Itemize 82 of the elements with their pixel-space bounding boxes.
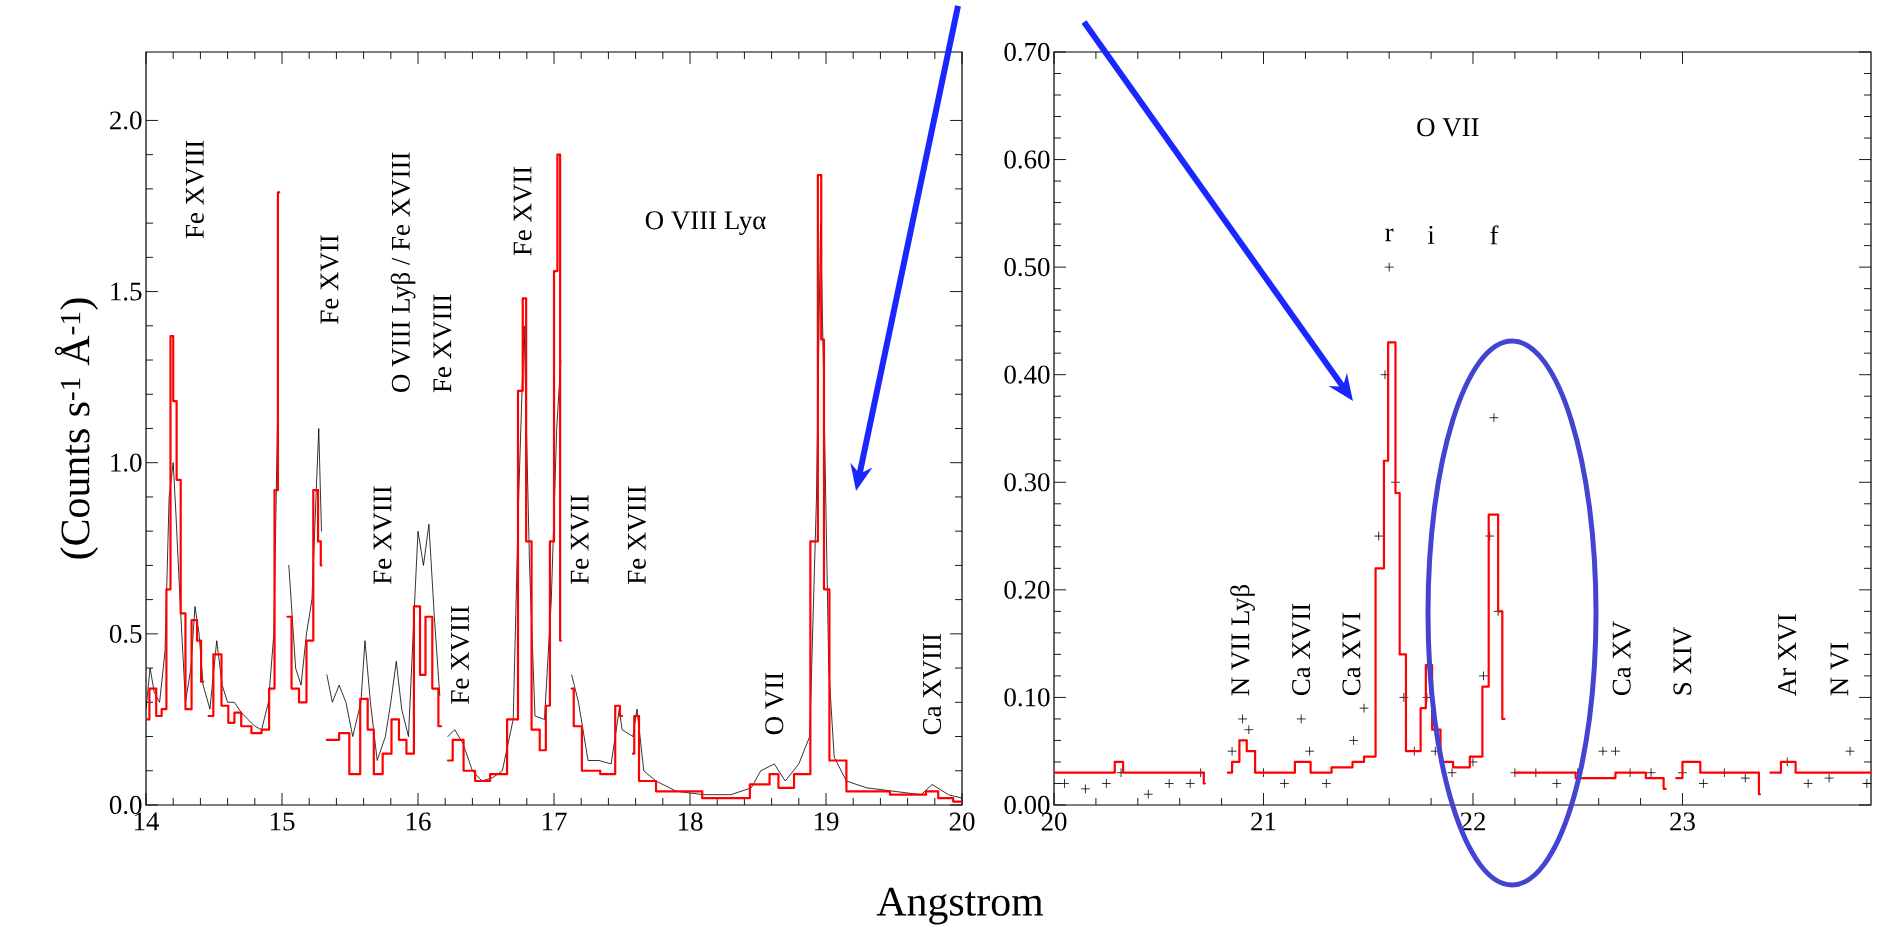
y-tick-label: 0.50	[1004, 257, 1050, 277]
x-tick-label: 22	[1460, 812, 1485, 831]
y-axis-title: (Counts s$^{-1}$ Å$^{-1}$)	[54, 298, 99, 559]
point	[1479, 671, 1488, 681]
point	[1060, 779, 1069, 788]
annotation: O VII	[1417, 118, 1479, 137]
y-tick-label: 0.00	[1004, 795, 1050, 815]
point	[1143, 789, 1153, 799]
annotation: O VIII Lyα	[645, 211, 766, 235]
point	[1699, 779, 1708, 788]
point	[1740, 773, 1750, 783]
point	[1399, 693, 1409, 702]
y-tick-label: 0.40	[1004, 365, 1050, 384]
annotation: f	[1490, 225, 1499, 245]
annotation: Ca XV	[1612, 621, 1631, 696]
annotation: Fe XVII	[570, 495, 589, 584]
annotation: N VII Lyβ	[1230, 585, 1255, 696]
point	[1280, 779, 1289, 788]
annotation: O VIII Lyβ / Fe XVIII	[390, 152, 416, 392]
annotation: r	[1385, 228, 1394, 242]
point	[1321, 779, 1331, 788]
y-tick-label: 1.5	[111, 282, 142, 301]
annotation: Ar XVI	[1778, 614, 1797, 696]
annotation: Fe XVII	[513, 166, 532, 256]
annotation: Fe XVII	[320, 235, 339, 324]
annotation: O VII	[765, 672, 784, 735]
y-tick-label: 0.20	[1004, 580, 1050, 599]
point	[1359, 703, 1369, 713]
annotation: Ca XVIII	[922, 633, 942, 735]
annotation: N VI	[1830, 642, 1849, 696]
point	[1447, 768, 1457, 778]
y-tick-label: 0.10	[1004, 688, 1050, 707]
y-tick-label: 2.0	[110, 111, 142, 130]
annotation: S XIV	[1673, 627, 1692, 695]
annotation: i	[1427, 225, 1435, 244]
point	[1552, 779, 1562, 788]
annotation: Fe XVIII	[185, 140, 204, 239]
point	[1374, 531, 1384, 541]
point	[1081, 784, 1090, 794]
x-tick-label: 14	[134, 812, 160, 831]
point	[1468, 757, 1478, 767]
x-tick-label: 23	[1670, 812, 1695, 831]
x-axis-title: Angstrom	[876, 887, 1044, 925]
point	[1611, 746, 1620, 756]
point	[1380, 370, 1390, 380]
x-tick-label: 21	[1251, 812, 1276, 831]
y-tick-label: 0.5	[109, 624, 142, 643]
point	[1349, 736, 1358, 745]
point	[1845, 746, 1855, 756]
annotation: Fe XVIII	[373, 486, 392, 584]
point	[1101, 779, 1111, 788]
annotation: Ca XVI	[1342, 612, 1361, 696]
point	[1164, 779, 1174, 788]
y-tick-label: 0.60	[1004, 150, 1050, 169]
x-tick-label: 19	[814, 812, 839, 831]
y-tick-label: 1.0	[111, 453, 142, 472]
annotation: Fe XVIII	[451, 606, 470, 704]
annotation: Fe XVIII	[433, 294, 452, 393]
x-tick-label: 20	[949, 812, 975, 831]
point	[1305, 746, 1314, 756]
x-tick-label: 15	[270, 812, 295, 831]
point	[1489, 413, 1499, 423]
point	[1803, 779, 1813, 788]
point	[1185, 779, 1195, 788]
y-tick-label: 0.30	[1004, 473, 1050, 492]
point	[1384, 262, 1394, 272]
y-tick-label: 0.0	[109, 795, 142, 815]
annotation: Fe XVIII	[627, 486, 646, 584]
point	[1646, 768, 1656, 778]
x-tick-label: 20	[1041, 812, 1067, 831]
point	[1227, 746, 1237, 756]
point	[1296, 714, 1306, 724]
point	[1238, 714, 1247, 724]
point	[1244, 725, 1254, 735]
point	[1862, 779, 1872, 788]
x-tick-label: 18	[678, 812, 703, 831]
point	[1598, 746, 1608, 756]
point	[1824, 773, 1834, 783]
x-tick-label: 16	[406, 812, 431, 831]
annotation: Ca XVII	[1292, 603, 1311, 696]
y-tick-label: 0.70	[1004, 42, 1050, 62]
x-tick-label: 17	[542, 812, 567, 831]
